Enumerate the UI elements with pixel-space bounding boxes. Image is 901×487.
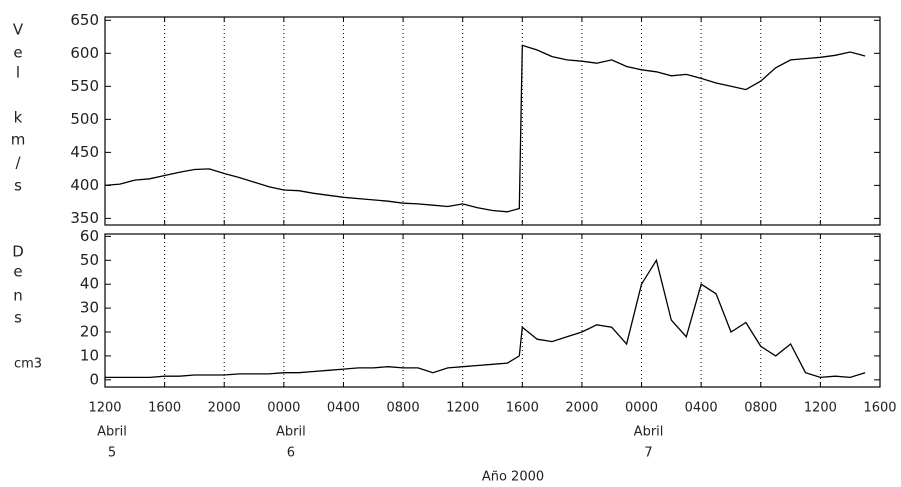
x-tick-label: 0000 <box>267 401 300 416</box>
x-tick-label: 1200 <box>804 401 837 416</box>
y-axis-unit: cm3 <box>14 357 42 372</box>
day-month-label: Abril <box>276 425 306 440</box>
x-axis-label: Año 2000 <box>482 470 544 485</box>
y-axis-label: D <box>12 243 24 261</box>
day-label: 5 <box>108 446 116 461</box>
data-line <box>105 258 866 379</box>
y-tick-label: 550 <box>70 77 99 95</box>
day-month-label: Abril <box>97 425 127 440</box>
day-label: 6 <box>287 446 295 461</box>
x-tick-label: 1600 <box>148 401 181 416</box>
x-tick-label: 0400 <box>327 401 360 416</box>
x-tick-label: 2000 <box>208 401 241 416</box>
x-tick-label: 1200 <box>446 401 479 416</box>
day-label: 7 <box>644 446 652 461</box>
x-tick-label: 0800 <box>387 401 420 416</box>
y-axis-label: V <box>13 21 24 39</box>
y-axis-label: n <box>13 287 23 305</box>
x-tick-label: 0800 <box>744 401 777 416</box>
x-tick-label: 1600 <box>506 401 539 416</box>
y-axis-label: k <box>14 109 23 127</box>
y-tick-label: 500 <box>70 110 99 128</box>
y-axis-label: / <box>15 154 21 172</box>
y-tick-label: 20 <box>80 323 99 341</box>
y-axis-label: e <box>13 263 22 281</box>
x-tick-label: 1600 <box>863 401 896 416</box>
plot-frame <box>104 233 881 388</box>
y-tick-label: 50 <box>80 251 99 269</box>
y-tick-label: 10 <box>80 346 99 364</box>
y-tick-label: 60 <box>80 227 99 245</box>
plot-frame <box>104 16 881 226</box>
y-axis-label: s <box>14 309 22 327</box>
y-tick-label: 350 <box>70 209 99 227</box>
y-tick-label: 30 <box>80 299 99 317</box>
data-line <box>104 44 866 213</box>
y-tick-label: 40 <box>80 275 99 293</box>
x-tick-label: 0000 <box>625 401 658 416</box>
y-tick-label: 0 <box>89 370 99 388</box>
y-axis-label: s <box>14 177 22 195</box>
y-axis-label: e <box>13 44 22 62</box>
x-tick-label: 1200 <box>88 401 121 416</box>
y-axis-label: l <box>16 64 20 82</box>
y-axis-label: m <box>11 131 26 149</box>
y-tick-label: 650 <box>70 11 99 29</box>
y-tick-label: 450 <box>70 143 99 161</box>
day-month-label: Abril <box>634 425 664 440</box>
x-tick-label: 2000 <box>565 401 598 416</box>
y-tick-label: 400 <box>70 176 99 194</box>
y-tick-label: 600 <box>70 44 99 62</box>
x-tick-label: 0400 <box>685 401 718 416</box>
